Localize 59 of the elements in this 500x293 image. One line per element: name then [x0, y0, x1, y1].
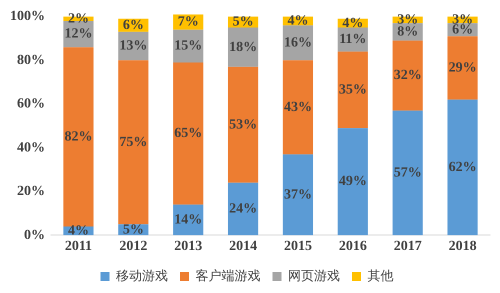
legend-label: 网页游戏	[288, 268, 340, 284]
x-tick-label: 2018	[448, 239, 477, 254]
bar	[392, 110, 423, 236]
data-label: 75%	[119, 134, 148, 150]
bar	[447, 100, 478, 236]
data-label: 8%	[397, 24, 418, 40]
data-label: 16%	[284, 35, 312, 50]
data-label: 37%	[284, 187, 312, 202]
bar	[118, 60, 148, 224]
bar	[228, 182, 258, 236]
data-label: 49%	[338, 174, 367, 190]
x-tick-label: 2016	[338, 239, 367, 254]
x-tick-label: 2017	[394, 239, 422, 254]
bar	[282, 60, 314, 154]
y-tick-label: 0%	[24, 228, 45, 243]
x-tick-label: 2012	[119, 239, 148, 254]
data-label: 65%	[174, 126, 202, 142]
bar	[282, 154, 314, 236]
data-label: 82%	[64, 129, 92, 144]
data-label: 53%	[229, 117, 258, 132]
bar	[447, 36, 478, 100]
bar	[173, 62, 204, 205]
data-label: 4%	[342, 16, 364, 31]
x-tick-label: 2015	[284, 239, 312, 254]
data-label: 35%	[338, 82, 367, 98]
bar	[63, 47, 94, 226]
data-label: 18%	[229, 40, 258, 55]
data-label: 11%	[339, 32, 366, 48]
bar	[228, 66, 258, 183]
legend-label: 移动游戏	[116, 268, 168, 284]
y-tick-label: 80%	[17, 52, 45, 68]
data-label: 32%	[394, 68, 422, 84]
y-tick-label: 40%	[17, 140, 45, 156]
y-tick-label: 60%	[17, 96, 45, 112]
x-tick-label: 2011	[64, 239, 92, 254]
bar	[392, 40, 423, 111]
legend-label: 其他	[368, 268, 394, 284]
legend-label: 客户端游戏	[196, 268, 260, 284]
data-label: 4%	[68, 223, 89, 238]
bar	[338, 128, 368, 236]
x-tick-label: 2014	[229, 239, 258, 254]
data-label: 24%	[229, 202, 258, 217]
y-tick-label: 20%	[17, 184, 45, 200]
data-label: 4%	[287, 14, 308, 29]
x-tick-label: 2013	[174, 239, 202, 254]
data-label: 43%	[284, 100, 312, 115]
data-label: 7%	[178, 14, 199, 30]
data-label: 6%	[122, 18, 144, 33]
y-tick-label: 100%	[10, 9, 45, 24]
data-label: 5%	[122, 222, 144, 238]
data-label: 29%	[448, 60, 477, 76]
data-label: 14%	[174, 212, 202, 228]
bar	[338, 52, 368, 128]
data-label: 62%	[448, 160, 477, 176]
data-label: 12%	[64, 26, 92, 42]
data-label: 13%	[119, 38, 148, 54]
data-label: 15%	[174, 38, 202, 54]
data-label: 5%	[232, 14, 254, 30]
data-label: 57%	[394, 166, 422, 181]
